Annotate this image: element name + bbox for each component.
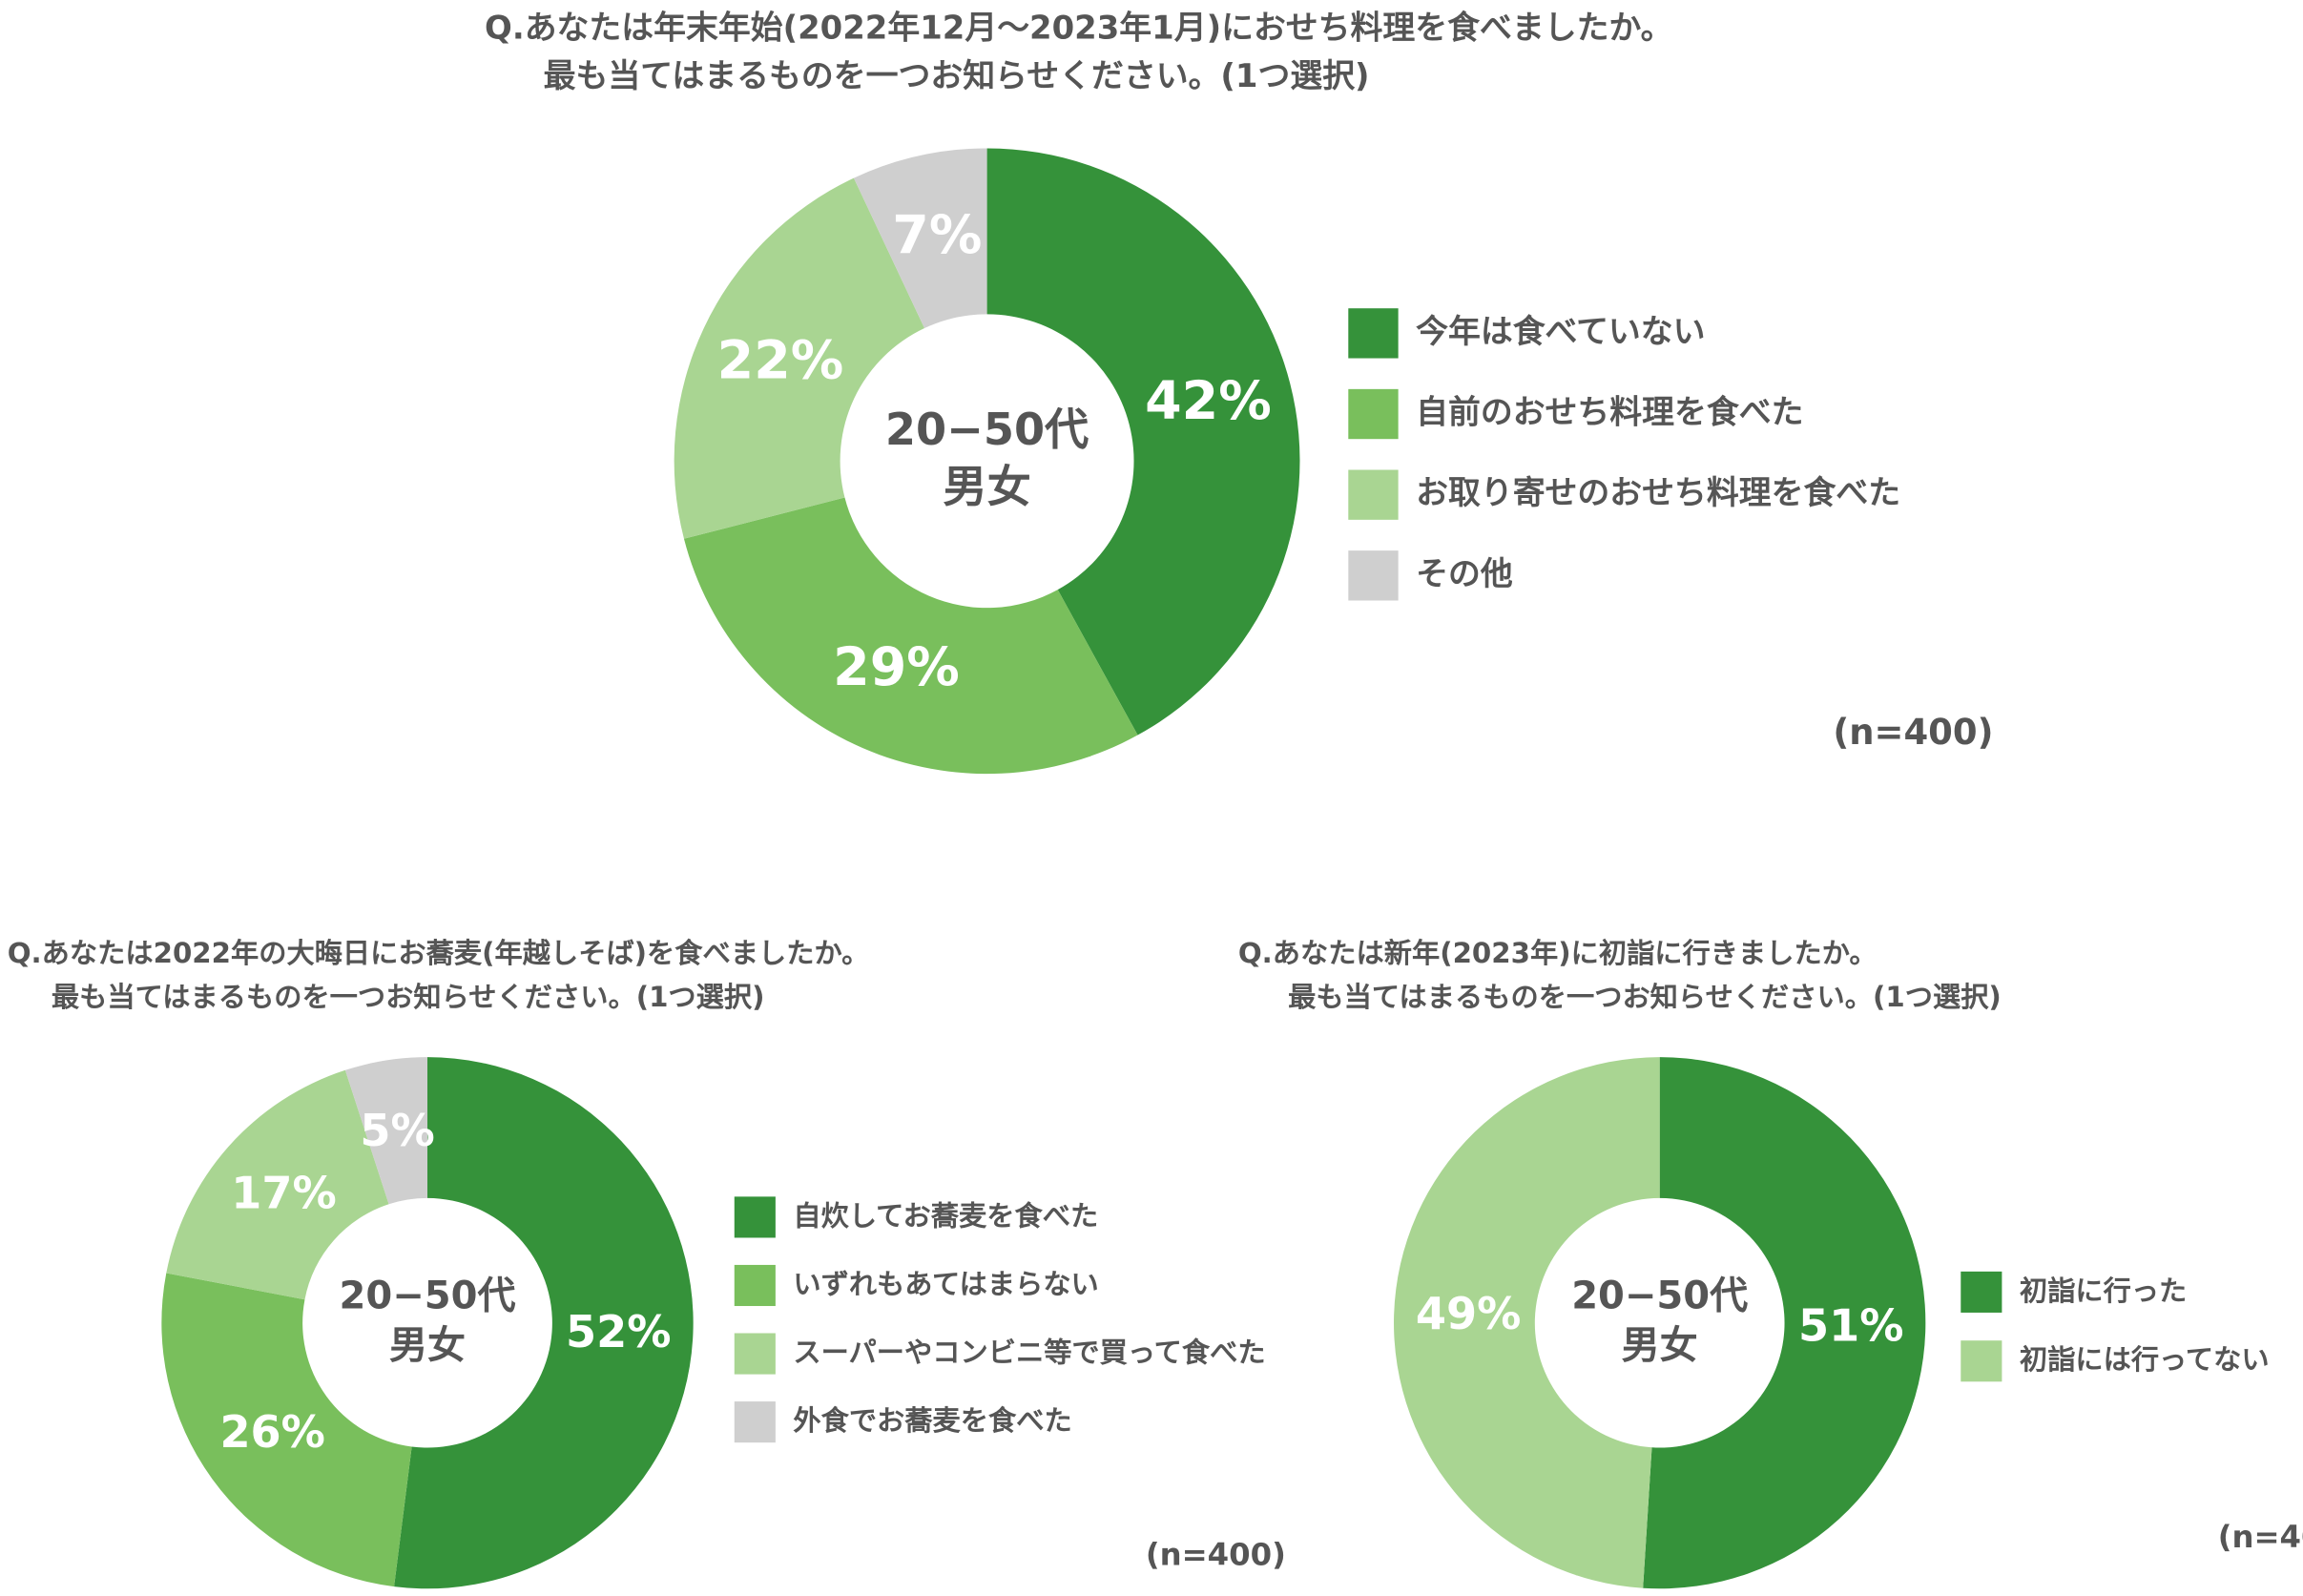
value-label: 26% xyxy=(219,1406,325,1458)
legend-swatch xyxy=(1348,308,1399,359)
center-label: 20−50代 xyxy=(1571,1275,1748,1318)
donut-slice xyxy=(344,1057,428,1205)
value-label: 52% xyxy=(566,1306,672,1358)
center-label: 20−50代 xyxy=(885,404,1089,455)
value-label: 17% xyxy=(231,1168,337,1219)
legend-label: 今年は食べていない xyxy=(1416,313,1705,350)
sample-note: (n=400) xyxy=(1833,712,1993,753)
legend-swatch xyxy=(1348,388,1399,440)
legend-swatch xyxy=(1961,1271,2002,1313)
sample-note: (n=400) xyxy=(1146,1536,1286,1572)
value-label: 42% xyxy=(1145,371,1272,432)
legend-label: 外食でお蕎麦を食べた xyxy=(793,1404,1071,1437)
center-label: 男女 xyxy=(389,1324,466,1368)
legend-label: いずれもあてはまらない xyxy=(793,1268,1098,1300)
value-label: 51% xyxy=(1798,1300,1904,1352)
center-label: 男女 xyxy=(943,461,1030,512)
value-label: 29% xyxy=(833,637,960,698)
legend-swatch xyxy=(734,1333,776,1375)
chart-title: 最も当てはまるものを一つお知らせください。(1つ選択) xyxy=(52,981,765,1013)
legend-swatch xyxy=(1348,469,1399,520)
legend-label: 初詣に行った xyxy=(2020,1275,2187,1307)
donut-slice xyxy=(161,1273,412,1587)
chart-title: 最も当てはまるものを一つお知らせください。(1つ選択) xyxy=(544,57,1370,94)
legend-label: 自炊してお蕎麦を食べた xyxy=(793,1199,1098,1232)
value-label: 22% xyxy=(717,331,844,392)
donut-slice xyxy=(674,177,925,539)
sample-note: (n=400) xyxy=(2218,1519,2303,1555)
chart-title: Q.あなたは新年(2023年)に初詣に行きましたか。 xyxy=(1238,937,1878,969)
legend-label: 自前のおせち料理を食べた xyxy=(1416,394,1803,431)
legend-swatch xyxy=(1961,1340,2002,1382)
legend-swatch xyxy=(734,1196,776,1238)
legend-label: 初詣には行ってない xyxy=(2020,1343,2270,1376)
center-label: 男女 xyxy=(1622,1324,1698,1368)
donut-slice xyxy=(853,148,987,329)
donut-slice xyxy=(394,1057,694,1589)
legend-label: その他 xyxy=(1416,555,1513,592)
donut-slice xyxy=(986,148,1300,736)
donut-slice xyxy=(1643,1057,1926,1589)
chart-title: Q.あなたは2022年の大晦日にお蕎麦(年越しそば)を食べましたか。 xyxy=(8,937,870,969)
legend-swatch xyxy=(734,1264,776,1307)
legend-swatch xyxy=(734,1401,776,1443)
value-label: 5% xyxy=(360,1105,434,1156)
chart-title: 最も当てはまるものを一つお知らせください。(1つ選択) xyxy=(1288,981,2002,1013)
value-label: 7% xyxy=(892,205,982,266)
donut-slice xyxy=(1394,1057,1660,1588)
center-label: 20−50代 xyxy=(340,1275,516,1318)
legend-swatch xyxy=(1348,550,1399,601)
donut-slice xyxy=(166,1069,389,1300)
value-label: 49% xyxy=(1416,1288,1522,1339)
donut-slice xyxy=(683,497,1138,775)
legend-label: お取り寄せのおせち料理を食べた xyxy=(1416,474,1900,511)
chart-title: Q.あなたは年末年始(2022年12月～2023年1月)におせち料理を食べました… xyxy=(485,9,1672,46)
legend-label: スーパーやコンビニ等で買って食べた xyxy=(793,1337,1265,1369)
